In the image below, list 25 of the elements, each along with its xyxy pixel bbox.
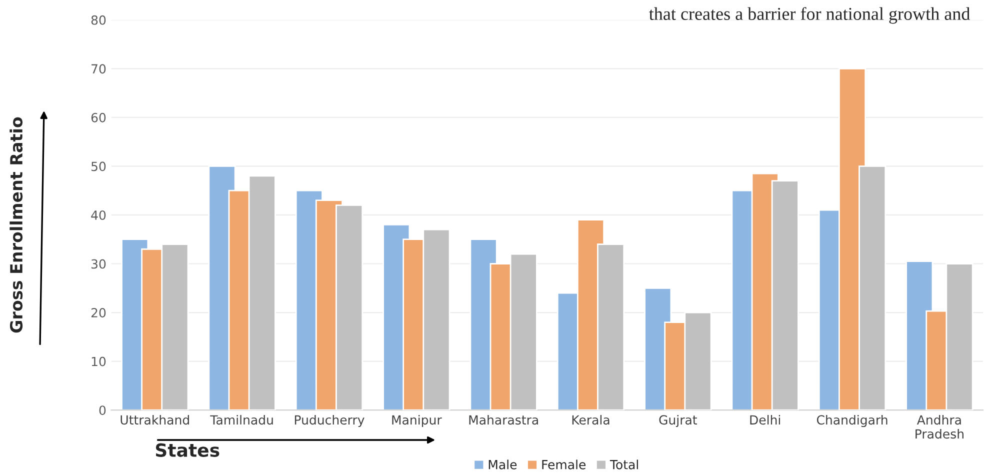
y-tick-label: 30 xyxy=(91,259,106,269)
x-tick-label: Puducherry xyxy=(294,414,364,428)
x-tick-label: Manipur xyxy=(392,414,442,428)
x-tick-label: Chandigarh xyxy=(816,414,888,428)
y-tick-label: 10 xyxy=(92,356,106,366)
x-axis-title: States xyxy=(156,443,220,457)
x-tick-label: Uttrakhand xyxy=(120,414,189,425)
legend-label: Female xyxy=(542,460,586,470)
x-tick-label: Kerala xyxy=(572,414,610,425)
x-tick-label: Maharastra xyxy=(469,414,538,425)
x-tick-label: Tamilnadu xyxy=(210,414,273,425)
y-tick-label: 80 xyxy=(91,15,106,25)
y-tick-label: 40 xyxy=(91,210,106,220)
y-tick-label: 60 xyxy=(91,112,106,122)
x-tick-label: Gujrat xyxy=(659,414,698,428)
y-axis-title: Gross Enrollment Ratio xyxy=(10,117,23,333)
y-tick-label: 20 xyxy=(91,308,106,318)
legend-label: Male xyxy=(488,460,517,470)
legend-label: Total xyxy=(610,460,638,470)
y-tick-label: 50 xyxy=(92,162,106,172)
x-tick-label: Delhi xyxy=(750,414,780,425)
y-tick-label: 70 xyxy=(92,64,106,74)
x-tick-label: Andhra Pradesh xyxy=(916,414,964,439)
y-tick-label: 0 xyxy=(99,406,106,416)
annotation: that creates a barrier for national growth and xyxy=(649,7,970,24)
